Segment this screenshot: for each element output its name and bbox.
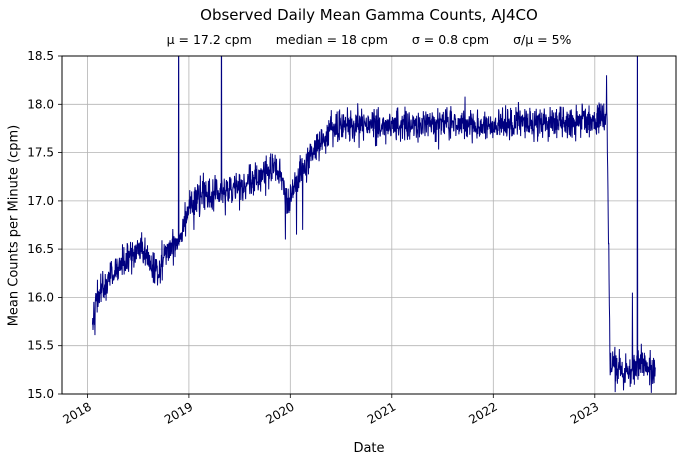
data-series-line bbox=[91, 56, 656, 393]
x-axis-label: Date bbox=[353, 441, 385, 456]
x-tick-label: 2022 bbox=[466, 399, 499, 426]
chart-stats-line: μ = 17.2 cpm median = 18 cpm σ = 0.8 cpm σ/… bbox=[62, 32, 676, 47]
stat-median: median = 18 cpm bbox=[275, 32, 388, 47]
stat-cv: σ/μ = 5% bbox=[513, 32, 572, 47]
x-tick-label: 2021 bbox=[365, 399, 398, 426]
y-tick-label: 18.0 bbox=[27, 97, 54, 111]
y-tick-label: 15.0 bbox=[27, 387, 54, 401]
y-tick-label: 16.5 bbox=[27, 242, 54, 256]
y-tick-label: 17.0 bbox=[27, 194, 54, 208]
y-tick-label: 18.5 bbox=[27, 49, 54, 63]
x-tick-label: 2018 bbox=[60, 399, 93, 426]
x-tick-label: 2019 bbox=[162, 399, 195, 426]
y-axis-label: Mean Counts per Minute (cpm) bbox=[6, 124, 22, 327]
chart-title: Observed Daily Mean Gamma Counts, AJ4CO bbox=[200, 6, 538, 24]
y-tick-label: 16.0 bbox=[27, 290, 54, 304]
plot-border bbox=[61, 55, 677, 395]
y-tick-label: 17.5 bbox=[27, 146, 54, 160]
stat-sigma: σ = 0.8 cpm bbox=[411, 32, 490, 47]
x-tick-label: 2023 bbox=[568, 399, 601, 426]
x-tick-label: 2020 bbox=[263, 399, 296, 426]
y-tick-label: 15.5 bbox=[27, 339, 54, 353]
stat-mean: μ = 17.2 cpm bbox=[166, 32, 252, 47]
